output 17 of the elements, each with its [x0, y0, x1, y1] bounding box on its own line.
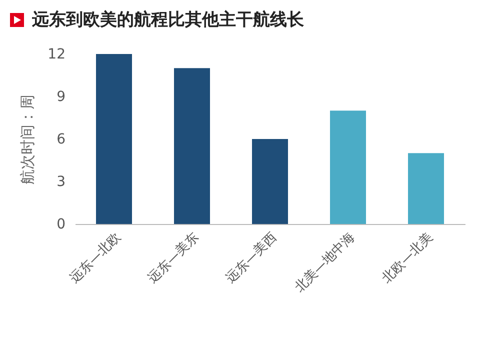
y-tick-label: 12	[48, 46, 66, 62]
x-tick-label: 远东—美西	[222, 229, 280, 286]
x-tick-label: 北欧—北美	[378, 229, 436, 286]
y-tick-label: 3	[56, 174, 66, 190]
bar	[174, 68, 210, 224]
x-tick-label: 远东—美东	[144, 229, 202, 286]
y-tick-label: 0	[56, 216, 66, 232]
x-tick-label: 北美—地中海	[291, 229, 358, 296]
bar	[252, 139, 288, 224]
y-tick-label: 6	[56, 132, 66, 148]
bar	[330, 110, 366, 224]
bar	[408, 153, 444, 224]
chart-title: 远东到欧美的航程比其他主干航线长	[32, 9, 304, 31]
x-tick-label: 远东—北欧	[67, 230, 124, 286]
y-axis-title: 航次时间：周	[18, 94, 37, 184]
y-tick-label: 9	[56, 89, 66, 105]
bar	[96, 54, 132, 224]
